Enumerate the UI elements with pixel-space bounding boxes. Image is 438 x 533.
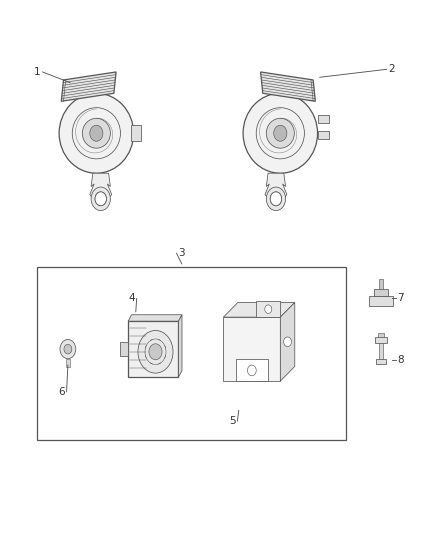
Circle shape <box>265 305 272 313</box>
Bar <box>236 359 268 381</box>
Ellipse shape <box>266 118 294 148</box>
Text: 1: 1 <box>34 67 41 77</box>
Bar <box>128 321 178 377</box>
Polygon shape <box>280 303 295 381</box>
Circle shape <box>95 192 106 206</box>
Bar <box>376 359 386 364</box>
Circle shape <box>274 125 287 141</box>
Circle shape <box>149 344 162 360</box>
Bar <box>256 301 280 317</box>
Polygon shape <box>61 72 116 101</box>
Bar <box>318 115 328 123</box>
Circle shape <box>283 337 291 346</box>
Circle shape <box>247 365 256 376</box>
Bar <box>379 279 383 289</box>
Circle shape <box>91 187 110 211</box>
Polygon shape <box>223 303 295 317</box>
Bar <box>375 337 387 343</box>
Bar <box>223 317 280 381</box>
Text: 8: 8 <box>397 355 404 365</box>
Bar <box>318 131 328 139</box>
Ellipse shape <box>82 118 110 148</box>
Ellipse shape <box>243 93 318 173</box>
Text: 5: 5 <box>229 416 236 426</box>
Circle shape <box>60 340 76 359</box>
Bar <box>369 296 393 306</box>
Circle shape <box>95 192 106 206</box>
Polygon shape <box>128 314 182 321</box>
Bar <box>66 359 70 367</box>
Text: 2: 2 <box>389 64 396 74</box>
Circle shape <box>270 192 282 206</box>
Bar <box>120 343 128 356</box>
Bar <box>131 125 141 141</box>
Bar <box>374 289 388 296</box>
Polygon shape <box>261 72 315 101</box>
Text: 4: 4 <box>128 294 135 303</box>
Bar <box>378 333 384 337</box>
Polygon shape <box>90 173 112 203</box>
Bar <box>37 266 346 440</box>
Circle shape <box>90 125 103 141</box>
Ellipse shape <box>59 93 134 173</box>
Text: 3: 3 <box>178 248 185 258</box>
Circle shape <box>64 344 72 354</box>
Text: 7: 7 <box>397 294 404 303</box>
Circle shape <box>266 187 286 211</box>
Bar <box>379 340 383 360</box>
Circle shape <box>270 192 282 206</box>
Polygon shape <box>265 173 287 203</box>
Text: 6: 6 <box>58 387 65 397</box>
Circle shape <box>138 330 173 373</box>
Polygon shape <box>178 314 182 377</box>
